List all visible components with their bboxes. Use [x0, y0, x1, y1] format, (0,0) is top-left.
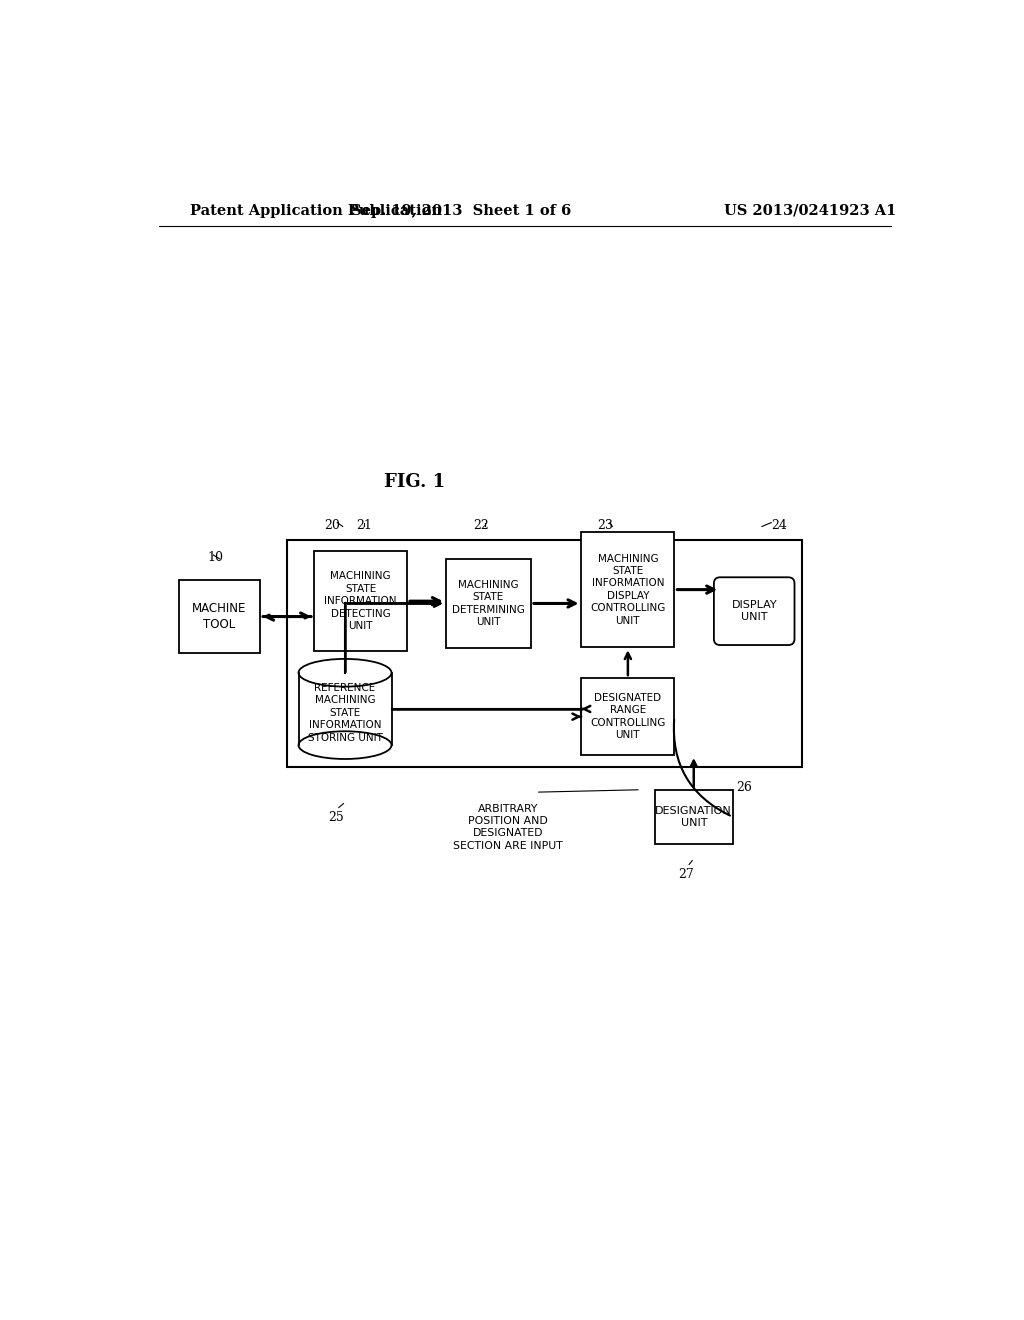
Text: Sep. 19, 2013  Sheet 1 of 6: Sep. 19, 2013 Sheet 1 of 6 — [351, 203, 571, 218]
Text: MACHINE
TOOL: MACHINE TOOL — [193, 602, 247, 631]
Text: 10: 10 — [208, 552, 224, 564]
FancyBboxPatch shape — [714, 577, 795, 645]
Bar — [445, 560, 531, 648]
Text: 21: 21 — [356, 519, 373, 532]
Text: 27: 27 — [678, 869, 694, 882]
Text: 26: 26 — [736, 780, 752, 793]
Text: REFERENCE
MACHINING
STATE
INFORMATION
STORING UNIT: REFERENCE MACHINING STATE INFORMATION ST… — [307, 682, 382, 743]
Bar — [314, 552, 407, 651]
Text: 22: 22 — [473, 519, 488, 532]
Bar — [179, 579, 260, 653]
Text: MACHINING
STATE
INFORMATION
DISPLAY
CONTROLLING
UNIT: MACHINING STATE INFORMATION DISPLAY CONT… — [590, 553, 666, 626]
Bar — [655, 789, 732, 843]
Text: FIG. 1: FIG. 1 — [384, 473, 445, 491]
Bar — [287, 540, 802, 767]
Bar — [299, 673, 391, 744]
Text: DESIGNATED
RANGE
CONTROLLING
UNIT: DESIGNATED RANGE CONTROLLING UNIT — [590, 693, 666, 741]
Ellipse shape — [299, 731, 391, 759]
Ellipse shape — [299, 659, 391, 686]
Bar — [582, 532, 675, 647]
Bar — [582, 678, 675, 755]
Text: 20: 20 — [324, 519, 340, 532]
Text: 24: 24 — [771, 519, 786, 532]
Text: 25: 25 — [328, 812, 344, 825]
Text: MACHINING
STATE
DETERMINING
UNIT: MACHINING STATE DETERMINING UNIT — [452, 579, 525, 627]
Text: MACHINING
STATE
INFORMATION
DETECTING
UNIT: MACHINING STATE INFORMATION DETECTING UN… — [325, 572, 396, 631]
Text: DESIGNATION
UNIT: DESIGNATION UNIT — [655, 805, 732, 828]
Text: ARBITRARY
POSITION AND
DESIGNATED
SECTION ARE INPUT: ARBITRARY POSITION AND DESIGNATED SECTIO… — [453, 804, 562, 851]
Text: US 2013/0241923 A1: US 2013/0241923 A1 — [724, 203, 896, 218]
Text: Patent Application Publication: Patent Application Publication — [190, 203, 442, 218]
Text: DISPLAY
UNIT: DISPLAY UNIT — [731, 601, 777, 622]
Text: 23: 23 — [597, 519, 612, 532]
